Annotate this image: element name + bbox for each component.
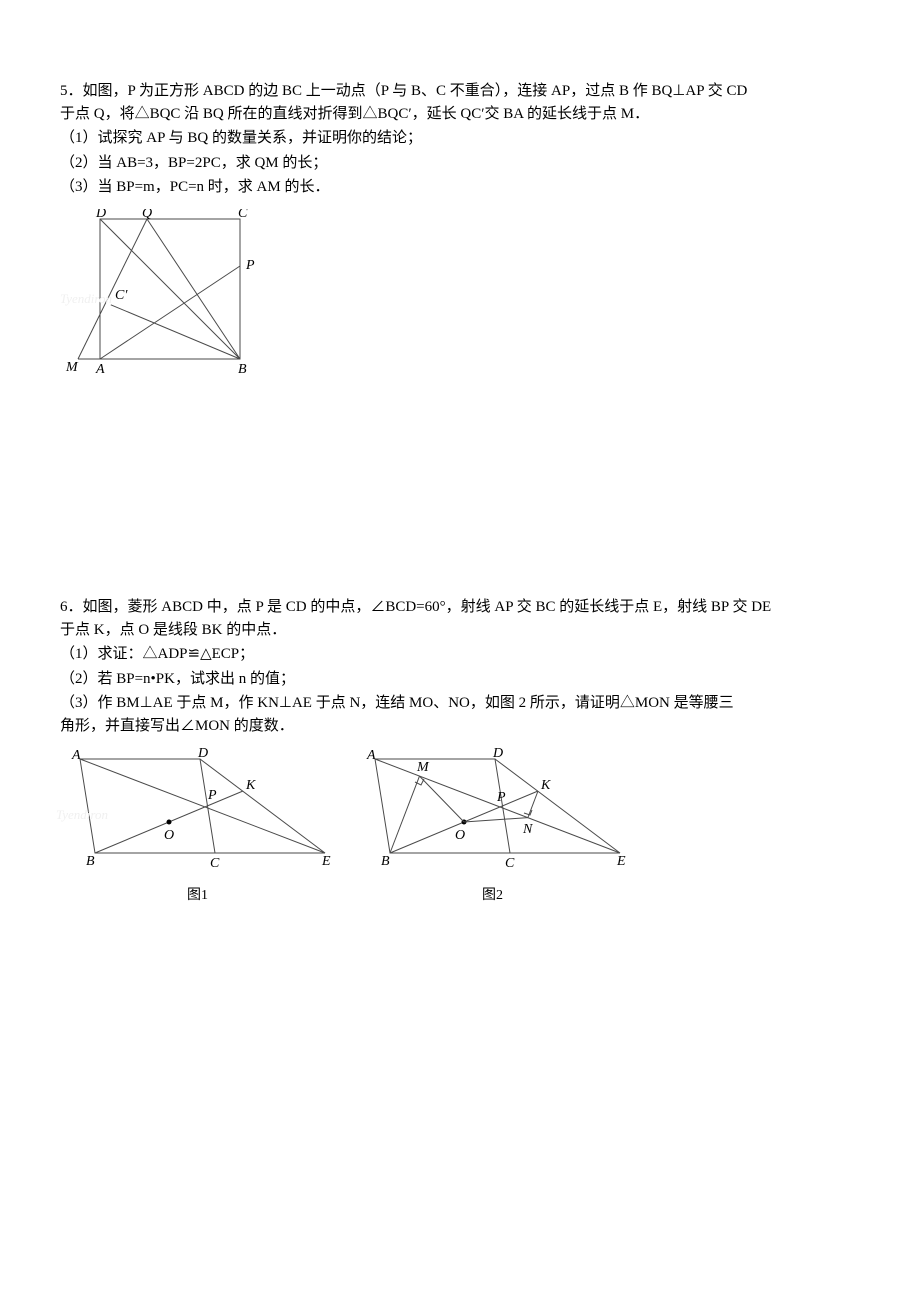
label-P1: P xyxy=(207,788,217,803)
label-E1: E xyxy=(321,854,331,869)
label-M2: M xyxy=(416,760,430,775)
label-C2: C xyxy=(505,856,515,871)
problem-5-svg: D Q C P C′ M A B xyxy=(60,209,270,379)
label-B2: B xyxy=(381,854,390,869)
problem-5-stem: 5．如图，P 为正方形 ABCD 的边 BC 上一动点（P 与 B、C 不重合）… xyxy=(60,80,860,125)
problem-6-figure2: A D M K P N O B C E 图2 xyxy=(355,747,630,906)
problem-6-stem-line2: 于点 K，点 O 是线段 BK 的中点． xyxy=(60,622,286,638)
label-O1: O xyxy=(164,828,174,843)
label-P2: P xyxy=(496,790,506,805)
label-C1: C xyxy=(210,856,220,871)
problem-6-part3: （3）作 BM⊥AE 于点 M，作 KN⊥AE 于点 N，连结 MO、NO，如图… xyxy=(60,692,860,737)
label-D2: D xyxy=(492,747,503,761)
problem-6-part1: （1）求证：△ADP≌△ECP； xyxy=(60,643,860,666)
problem-5: 5．如图，P 为正方形 ABCD 的边 BC 上一动点（P 与 B、C 不重合）… xyxy=(60,80,860,386)
label-M: M xyxy=(65,360,79,375)
label-N2: N xyxy=(522,822,533,837)
problem-6-part3-line2: 角形，并直接写出∠MON 的度数． xyxy=(60,718,294,734)
problem-5-part1: （1）试探究 AP 与 BQ 的数量关系，并证明你的结论； xyxy=(60,127,860,150)
label-A: A xyxy=(95,362,105,377)
label-Q: Q xyxy=(142,209,152,221)
label-A2: A xyxy=(366,748,376,763)
label-B1: B xyxy=(86,854,95,869)
problem-6: 6．如图，菱形 ABCD 中，点 P 是 CD 的中点，∠BCD=60°，射线 … xyxy=(60,596,860,906)
label-Cprime: C′ xyxy=(115,288,128,303)
problem-6-figures: Tyendiron xyxy=(60,747,860,906)
label-P: P xyxy=(245,258,255,273)
label-K2: K xyxy=(540,778,551,793)
label-E2: E xyxy=(616,854,626,869)
label-C: C xyxy=(238,209,248,221)
label-D: D xyxy=(95,209,106,221)
problem-6-stem: 6．如图，菱形 ABCD 中，点 P 是 CD 的中点，∠BCD=60°，射线 … xyxy=(60,596,860,641)
problem-5-figure: Tyendiron xyxy=(60,209,860,387)
problem-6-svg1: A D K P O B C E xyxy=(60,747,335,877)
fig1-label: 图1 xyxy=(60,885,335,906)
label-O2: O xyxy=(455,828,465,843)
problem-6-part2: （2）若 BP=n•PK，试求出 n 的值； xyxy=(60,668,860,691)
problem-6-figure1: A D K P O B C E 图1 xyxy=(60,747,335,906)
label-K1: K xyxy=(245,778,256,793)
problem-5-part3: （3）当 BP=m，PC=n 时，求 AM 的长． xyxy=(60,176,860,199)
problem-5-part2: （2）当 AB=3，BP=2PC，求 QM 的长； xyxy=(60,152,860,175)
problem-6-svg2: A D M K P N O B C E xyxy=(355,747,630,877)
label-A1: A xyxy=(71,748,81,763)
fig2-label: 图2 xyxy=(355,885,630,906)
problem-6-number: 6． xyxy=(60,599,83,615)
problem-6-part3-line1: （3）作 BM⊥AE 于点 M，作 KN⊥AE 于点 N，连结 MO、NO，如图… xyxy=(60,695,734,711)
problem-6-stem-line1: 如图，菱形 ABCD 中，点 P 是 CD 的中点，∠BCD=60°，射线 AP… xyxy=(83,599,772,615)
label-D1: D xyxy=(197,747,208,761)
problem-5-stem-line2: 于点 Q，将△BQC 沿 BQ 所在的直线对折得到△BQC′，延长 QC′交 B… xyxy=(60,106,649,122)
label-B: B xyxy=(238,362,247,377)
problem-5-stem-line1: 如图，P 为正方形 ABCD 的边 BC 上一动点（P 与 B、C 不重合），连… xyxy=(83,83,748,99)
problem-5-number: 5． xyxy=(60,83,83,99)
